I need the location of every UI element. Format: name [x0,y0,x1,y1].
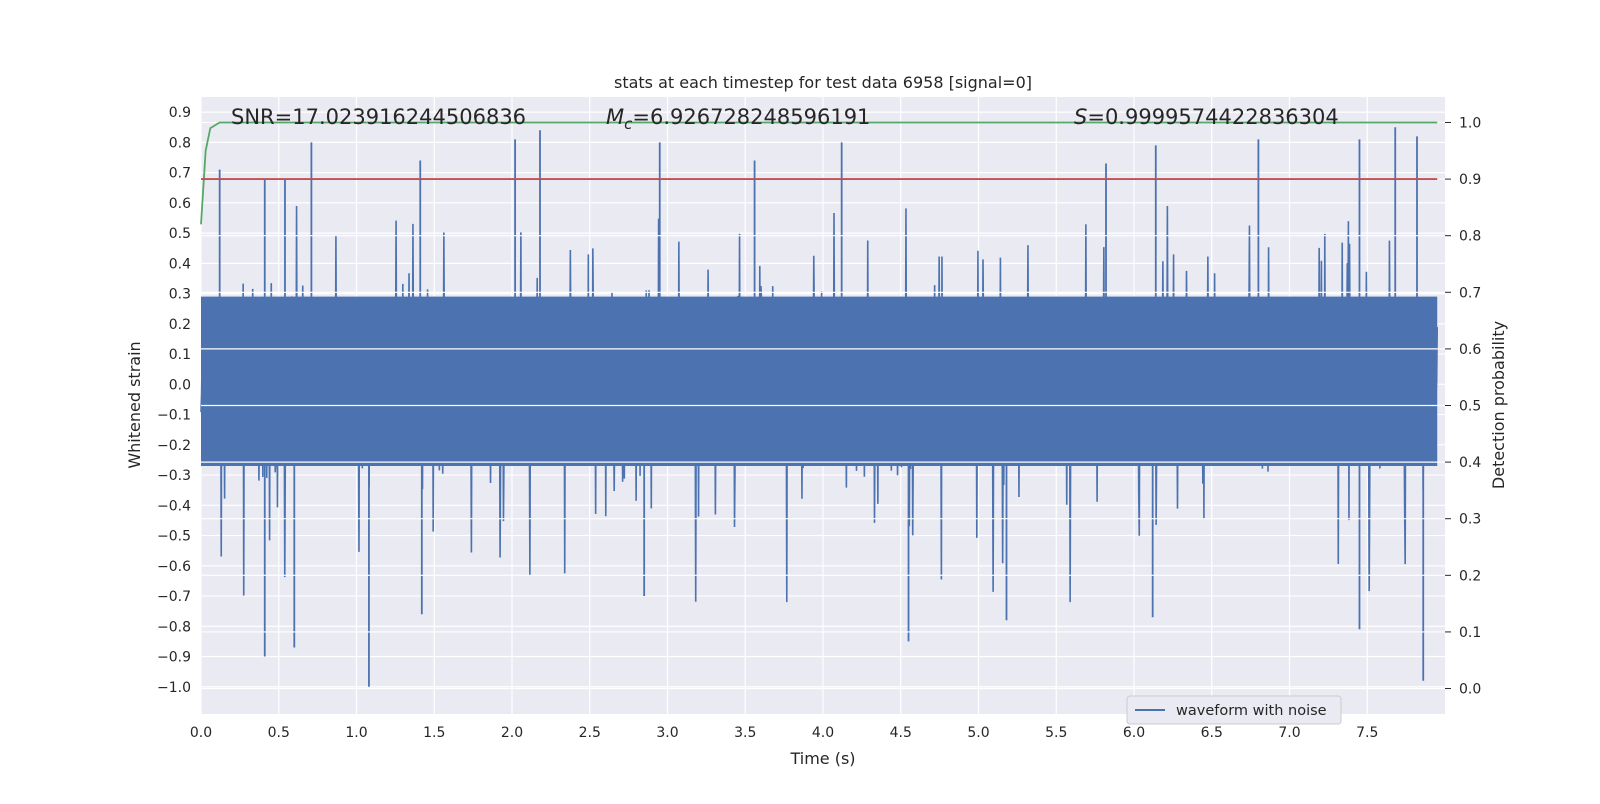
y-tick-label: −0.8 [157,619,191,635]
x-tick-label: 4.0 [812,725,834,741]
y-tick-label: 0.5 [169,226,191,242]
x-tick-label: 7.5 [1356,725,1378,741]
x-tick-label: 1.0 [345,725,367,741]
waveform-core-band [201,296,1438,466]
y2-tick-label: 0.3 [1459,512,1481,528]
y-tick-label: −0.9 [157,650,191,666]
x-tick-label: 5.5 [1045,725,1067,741]
x-tick-label: 1.5 [423,725,445,741]
y-tick-label: 0.6 [169,196,191,212]
x-tick-label: 7.0 [1278,725,1300,741]
x-tick-label: 3.5 [734,725,756,741]
y2-tick-label: 0.8 [1459,229,1481,245]
chirp-mass-subscript: c [624,115,633,133]
y-tick-label: 0.8 [169,135,191,151]
y-tick-label: −0.6 [157,559,191,575]
chirp-mass-value: =6.926728248596191 [632,105,870,129]
data-layer [200,121,1445,690]
y2-tick-label: 0.2 [1459,568,1481,584]
y-tick-label: −0.3 [157,468,191,484]
x-tick-label: 4.5 [890,725,912,741]
x-tick-label: 0.0 [190,725,212,741]
x-tick-label: 6.0 [1123,725,1145,741]
x-tick-label: 2.0 [501,725,523,741]
x-tick-label: 5.0 [967,725,989,741]
y2-tick-label: 0.1 [1459,625,1481,641]
y2-tick-label: 0.9 [1459,172,1481,188]
y2-tick-label: 1.0 [1459,115,1481,131]
chirp-mass-annotation: Mc=6.926728248596191 [606,105,870,133]
x-tick-label: 2.5 [579,725,601,741]
y-axis-label: Whitened strain [125,341,144,468]
y-tick-label: 0.1 [169,347,191,363]
y-tick-label: 0.2 [169,317,191,333]
tick-labels: 0.0 0.5 1.0 1.5 2.0 2.5 3.0 3.5 4.0 4.5 5.0 5.5 6.0 6… [157,105,1481,741]
y-tick-label: −1.0 [157,680,191,696]
y2-tick-label: 0.4 [1459,455,1481,471]
y-tick-label: −0.2 [157,438,191,454]
s-annotation: S=0.9999574422836304 [1074,105,1339,129]
x-tick-label: 0.5 [268,725,290,741]
y-tick-label: 0.9 [169,105,191,121]
y-tick-label: 0.4 [169,256,191,272]
legend-box [1126,695,1342,725]
y-tick-label: −0.7 [157,589,191,605]
y-tick-label: −0.1 [157,408,191,424]
y-tick-label: −0.4 [157,498,191,514]
y2-tick-label: 0.6 [1459,342,1481,358]
waveform-peaks [218,127,1425,687]
s-value: =0.9999574422836304 [1087,105,1338,129]
s-symbol: S [1074,105,1087,129]
snr-annotation: SNR=17.023916244506836 [231,105,526,129]
legend: waveform with noise [1126,695,1342,725]
y-tick-label: −0.5 [157,529,191,545]
y-tick-label: 0.3 [169,287,191,303]
x-tick-label: 6.5 [1201,725,1223,741]
detection-probability-line [200,121,1438,225]
x-tick-label: 3.0 [656,725,678,741]
chirp-mass-symbol: M [606,105,624,129]
y-tick-label: 0.7 [169,166,191,182]
y2-tick-label: 0.0 [1459,682,1481,698]
y2-tick-label: 0.5 [1459,399,1481,415]
y-tick-label: 0.0 [169,377,191,393]
y2-tick-label: 0.7 [1459,285,1481,301]
chart-title: stats at each timestep for test data 695… [614,73,1032,92]
y2-axis-label: Detection probability [1489,321,1508,489]
x-axis-label: Time (s) [789,749,855,768]
legend-label: waveform with noise [1176,703,1327,719]
